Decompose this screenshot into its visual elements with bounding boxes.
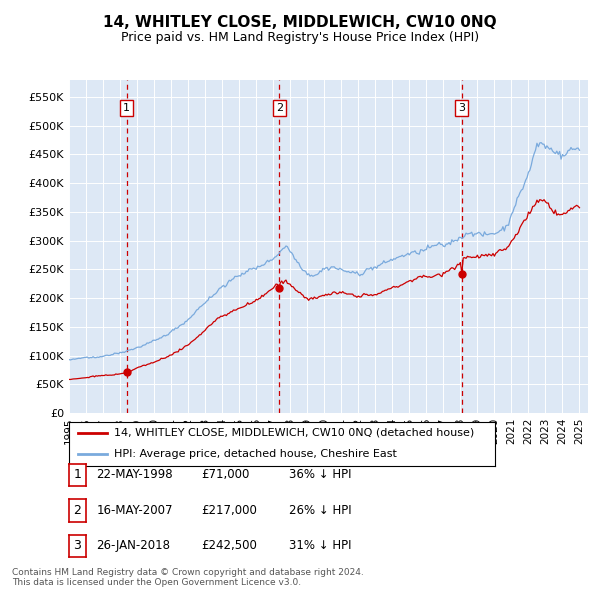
Text: £71,000: £71,000 [202,468,250,481]
Text: HPI: Average price, detached house, Cheshire East: HPI: Average price, detached house, Ches… [114,449,397,458]
Text: 14, WHITLEY CLOSE, MIDDLEWICH, CW10 0NQ (detached house): 14, WHITLEY CLOSE, MIDDLEWICH, CW10 0NQ … [114,428,474,438]
Text: 36% ↓ HPI: 36% ↓ HPI [289,468,351,481]
Text: 1: 1 [73,468,82,481]
Text: 1: 1 [123,103,130,113]
Text: 31% ↓ HPI: 31% ↓ HPI [289,539,351,552]
Text: 26-JAN-2018: 26-JAN-2018 [97,539,170,552]
Text: 3: 3 [73,539,82,552]
Text: Contains HM Land Registry data © Crown copyright and database right 2024.
This d: Contains HM Land Registry data © Crown c… [12,568,364,587]
Text: 2: 2 [73,504,82,517]
Text: 3: 3 [458,103,465,113]
Text: 22-MAY-1998: 22-MAY-1998 [97,468,173,481]
Text: 16-MAY-2007: 16-MAY-2007 [97,504,173,517]
Text: 2: 2 [276,103,283,113]
Text: Price paid vs. HM Land Registry's House Price Index (HPI): Price paid vs. HM Land Registry's House … [121,31,479,44]
Text: £242,500: £242,500 [202,539,257,552]
Text: £217,000: £217,000 [202,504,257,517]
Text: 26% ↓ HPI: 26% ↓ HPI [289,504,351,517]
Text: 14, WHITLEY CLOSE, MIDDLEWICH, CW10 0NQ: 14, WHITLEY CLOSE, MIDDLEWICH, CW10 0NQ [103,15,497,30]
